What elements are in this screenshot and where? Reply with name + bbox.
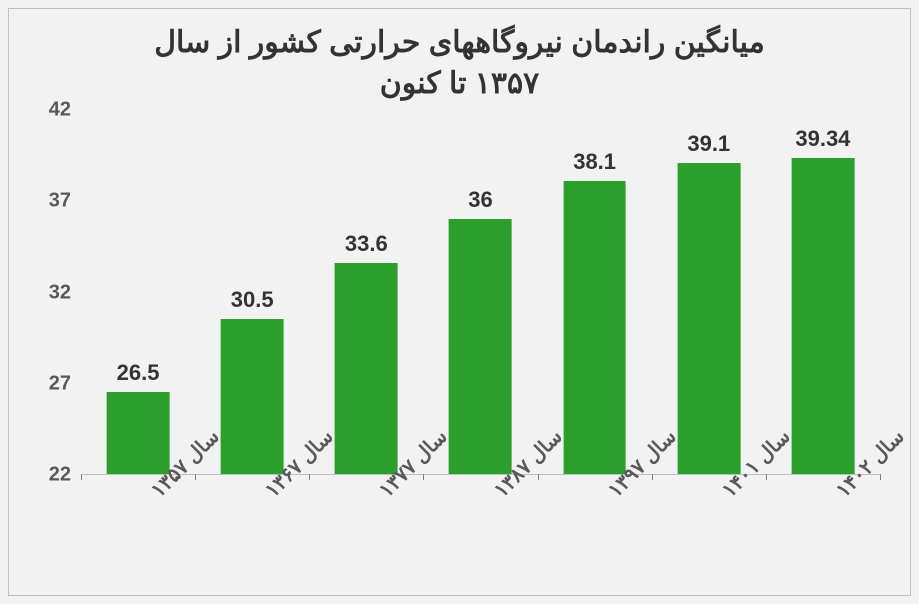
- y-tick-label: 27: [49, 372, 71, 395]
- bar: 26.5: [107, 392, 170, 474]
- bars-region: 26.5 30.5 33.6 36 38.1 39.1 39.34: [81, 110, 880, 475]
- bar-slot: 30.5: [195, 110, 309, 474]
- plot-area: 2227323742 26.530.533.63638.139.139.34 س…: [29, 110, 890, 585]
- chart-panel: میانگین راندمان نیروگاههای حرارتی کشور ا…: [8, 8, 911, 596]
- bar-slot: 36: [423, 110, 537, 474]
- y-tick-label: 32: [49, 281, 71, 304]
- bar-slot: 39.34: [766, 110, 880, 474]
- bar-value-label: 30.5: [231, 287, 274, 313]
- bar-value-label: 39.34: [795, 126, 850, 152]
- chart-title-line1: میانگین راندمان نیروگاههای حرارتی کشور ا…: [49, 23, 870, 64]
- bar-slot: 39.1: [652, 110, 766, 474]
- bar: 39.34: [792, 158, 855, 474]
- bar-value-label: 33.6: [345, 231, 388, 257]
- chart-title: میانگین راندمان نیروگاههای حرارتی کشور ا…: [9, 9, 910, 110]
- bar-slot: 26.5: [81, 110, 195, 474]
- bar: 38.1: [563, 181, 626, 474]
- y-tick-label: 22: [49, 464, 71, 487]
- y-tick-label: 37: [49, 190, 71, 213]
- bar: 39.1: [677, 163, 740, 474]
- bar-slot: 33.6: [309, 110, 423, 474]
- bar: 30.5: [221, 319, 284, 474]
- bar-value-label: 38.1: [573, 149, 616, 175]
- bar: 33.6: [335, 263, 398, 474]
- x-tick: [880, 474, 881, 480]
- y-tick-label: 42: [49, 99, 71, 122]
- chart-title-line2: ۱۳۵۷ تا کنون: [49, 64, 870, 105]
- x-axis-labels: سال ۱۳۵۷سال ۱۳۶۷سال ۱۳۷۷سال ۱۳۸۷سال ۱۳۹۷…: [81, 475, 880, 585]
- y-axis: 2227323742: [29, 110, 77, 475]
- bar-slot: 38.1: [538, 110, 652, 474]
- bar-value-label: 26.5: [117, 360, 160, 386]
- bar: 36: [449, 219, 512, 474]
- plot-area-wrap: 2227323742 26.530.533.63638.139.139.34 س…: [9, 110, 910, 595]
- bar-value-label: 39.1: [687, 131, 730, 157]
- chart-container: میانگین راندمان نیروگاههای حرارتی کشور ا…: [0, 0, 919, 604]
- bar-value-label: 36: [468, 187, 492, 213]
